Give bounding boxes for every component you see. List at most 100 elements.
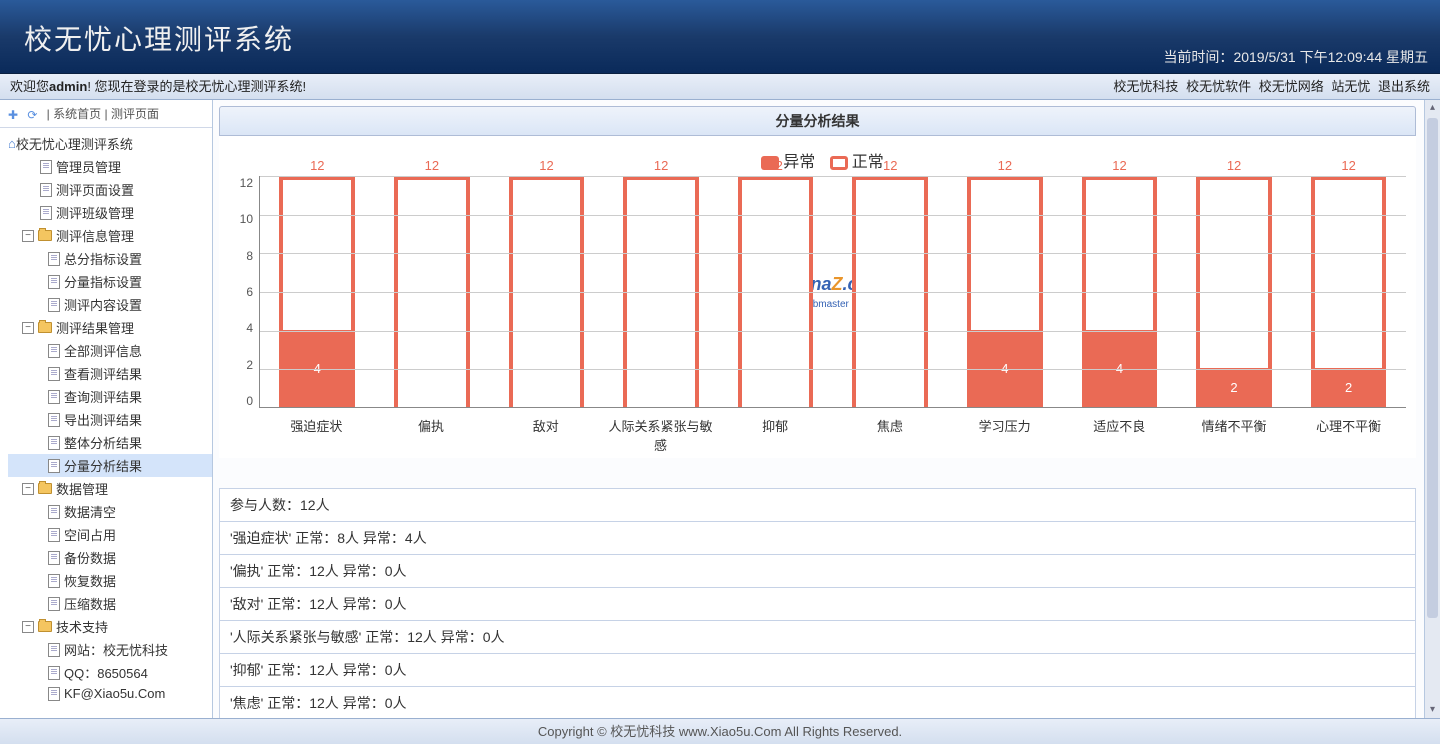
page-icon	[48, 390, 60, 404]
tree-item[interactable]: 导出测评结果	[8, 408, 212, 431]
grid-line	[260, 176, 1406, 177]
result-row: '抑郁' 正常：12人 异常：0人	[219, 654, 1416, 687]
nav-tree: ⌂ 校无忧心理测评系统管理员管理测评页面设置测评班级管理−测评信息管理总分指标设…	[0, 128, 212, 707]
tree-item[interactable]: 恢复数据	[8, 569, 212, 592]
page-icon	[48, 505, 60, 519]
x-axis-label: 适应不良	[1062, 408, 1177, 454]
tree-item[interactable]: KF@Xiao5u.Com	[8, 684, 212, 703]
tree-item[interactable]: −测评结果管理	[8, 316, 212, 339]
page-icon	[40, 183, 52, 197]
page-icon	[48, 551, 60, 565]
results-table: 参与人数：12人'强迫症状' 正常：8人 异常：4人'偏执' 正常：12人 异常…	[219, 488, 1416, 718]
x-axis-label: 心理不平衡	[1291, 408, 1406, 454]
footer: Copyright © 校无忧科技 www.Xiao5u.Com All Rig…	[0, 718, 1440, 744]
page-icon	[48, 528, 60, 542]
bar-abnormal: 2	[1311, 368, 1387, 407]
page-icon	[48, 252, 60, 266]
tree-item[interactable]: 分量分析结果	[8, 454, 212, 477]
grid-line	[260, 369, 1406, 370]
tree-item[interactable]: 压缩数据	[8, 592, 212, 615]
page-icon	[48, 459, 60, 473]
scrollbar[interactable]: ▴ ▾	[1424, 100, 1440, 718]
chart-plot: ChinaZ.com China Webmaster | 站长下载 124121…	[259, 176, 1406, 408]
grid-line	[260, 253, 1406, 254]
tree-item[interactable]: 查询测评结果	[8, 385, 212, 408]
subheader-bar: 欢迎您admin! 您现在登录的是校无忧心理测评系统! 校无忧科技 校无忧软件 …	[0, 74, 1440, 100]
sidebar-toolbar: ✚ ⟳ | 系统首页 | 测评页面	[0, 100, 212, 128]
tree-item[interactable]: −数据管理	[8, 477, 212, 500]
tree-item[interactable]: 整体分析结果	[8, 431, 212, 454]
bar-total-label: 12	[1227, 158, 1241, 173]
bar-total-label: 12	[998, 158, 1012, 173]
tree-item[interactable]: 网站：校无忧科技	[8, 638, 212, 661]
page-icon	[48, 436, 60, 450]
scroll-thumb[interactable]	[1427, 118, 1438, 618]
bar-abnormal: 4	[279, 330, 355, 407]
page-icon	[48, 344, 60, 358]
page-icon	[48, 666, 60, 680]
tree-toggle-icon[interactable]: −	[22, 621, 34, 633]
toolbar-home-link[interactable]: 系统首页	[53, 107, 101, 121]
page-icon	[40, 160, 52, 174]
result-row: '焦虑' 正常：12人 异常：0人	[219, 687, 1416, 718]
subheader-link[interactable]: 站无忧	[1331, 79, 1370, 94]
bar-total-label: 12	[1112, 158, 1126, 173]
chart-panel: 异常 正常 121086420 ChinaZ.com China Webmast…	[219, 136, 1416, 458]
tree-item[interactable]: 管理员管理	[8, 155, 212, 178]
header-time: 当前时间：2019/5/31 下午12:09:44 星期五	[1163, 47, 1428, 67]
tree-item[interactable]: 查看测评结果	[8, 362, 212, 385]
legend-swatch-normal	[830, 156, 848, 170]
x-axis-label: 情绪不平衡	[1177, 408, 1292, 454]
tree-item[interactable]: 数据清空	[8, 500, 212, 523]
tree-root[interactable]: ⌂ 校无忧心理测评系统	[8, 132, 212, 155]
subheader-link[interactable]: 校无忧网络	[1259, 79, 1324, 94]
folder-icon	[38, 230, 52, 241]
page-icon	[40, 206, 52, 220]
tree-item[interactable]: 备份数据	[8, 546, 212, 569]
app-header: 校无忧心理测评系统 当前时间：2019/5/31 下午12:09:44 星期五	[0, 0, 1440, 74]
subheader-link[interactable]: 退出系统	[1378, 79, 1430, 94]
subheader-link[interactable]: 校无忧科技	[1113, 79, 1178, 94]
result-row: '敌对' 正常：12人 异常：0人	[219, 588, 1416, 621]
tree-item[interactable]: 测评页面设置	[8, 178, 212, 201]
tree-item[interactable]: 测评内容设置	[8, 293, 212, 316]
refresh-icon[interactable]: ⟳	[27, 108, 41, 122]
page-icon	[48, 298, 60, 312]
page-icon	[48, 687, 60, 701]
sidebar: ✚ ⟳ | 系统首页 | 测评页面 ⌂ 校无忧心理测评系统管理员管理测评页面设置…	[0, 100, 213, 718]
x-axis-label: 人际关系紧张与敏感	[603, 408, 718, 454]
tree-item[interactable]: QQ：8650564	[8, 661, 212, 684]
scroll-down-icon[interactable]: ▾	[1425, 702, 1440, 718]
page-icon	[48, 574, 60, 588]
tree-item[interactable]: 测评班级管理	[8, 201, 212, 224]
tree-item[interactable]: −技术支持	[8, 615, 212, 638]
add-icon[interactable]: ✚	[8, 108, 22, 122]
welcome-text: 欢迎您admin! 您现在登录的是校无忧心理测评系统!	[10, 74, 306, 99]
bar-total-label: 12	[310, 158, 324, 173]
chart-y-axis: 121086420	[229, 176, 259, 408]
page-icon	[48, 275, 60, 289]
tree-item[interactable]: 分量指标设置	[8, 270, 212, 293]
result-row: '强迫症状' 正常：8人 异常：4人	[219, 522, 1416, 555]
grid-line	[260, 292, 1406, 293]
tree-item[interactable]: 空间占用	[8, 523, 212, 546]
tree-item[interactable]: 总分指标设置	[8, 247, 212, 270]
bar-total-label: 12	[883, 158, 897, 173]
scroll-up-icon[interactable]: ▴	[1425, 100, 1440, 116]
result-row: '偏执' 正常：12人 异常：0人	[219, 555, 1416, 588]
tree-toggle-icon[interactable]: −	[22, 483, 34, 495]
toolbar-eval-link[interactable]: 测评页面	[111, 107, 159, 121]
page-icon	[48, 413, 60, 427]
x-axis-label: 强迫症状	[259, 408, 374, 454]
result-row: 参与人数：12人	[219, 488, 1416, 522]
x-axis-label: 敌对	[488, 408, 603, 454]
x-axis-label: 偏执	[374, 408, 489, 454]
bar-total-label: 12	[768, 158, 782, 173]
subheader-link[interactable]: 校无忧软件	[1186, 79, 1251, 94]
tree-toggle-icon[interactable]: −	[22, 322, 34, 334]
tree-item[interactable]: 全部测评信息	[8, 339, 212, 362]
x-axis-label: 抑郁	[718, 408, 833, 454]
tree-toggle-icon[interactable]: −	[22, 230, 34, 242]
bar-total-label: 12	[654, 158, 668, 173]
tree-item[interactable]: −测评信息管理	[8, 224, 212, 247]
